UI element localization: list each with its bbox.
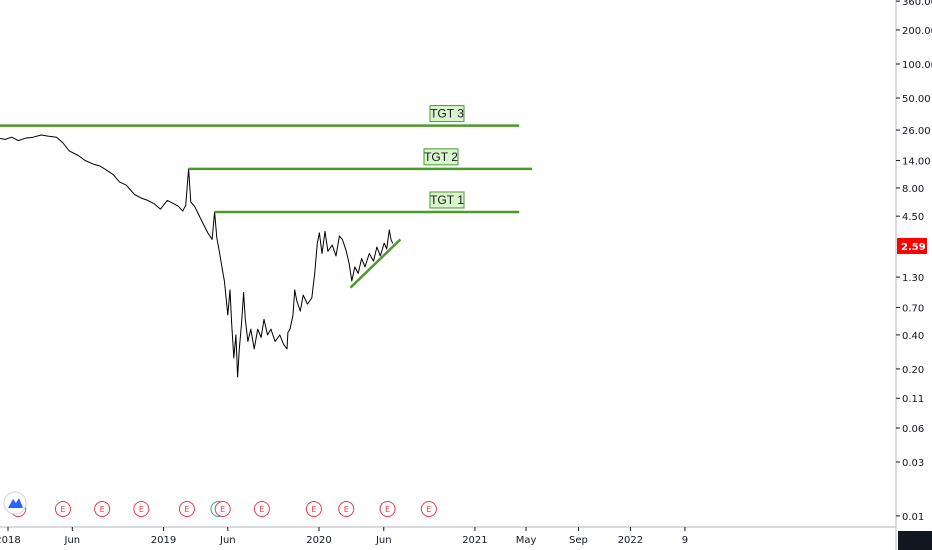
last-price-label: 2.59 xyxy=(901,242,926,253)
earnings-event-marker[interactable] xyxy=(133,501,150,517)
time-tick-label: Jun xyxy=(375,535,392,546)
plot-area xyxy=(0,134,402,378)
event-marker-label: E xyxy=(184,505,189,514)
event-markers: EEEEESEEEEEE xyxy=(10,501,437,517)
price-tick-label: 0.70 xyxy=(902,303,924,314)
time-tick-label: May xyxy=(516,535,537,546)
earnings-event-marker[interactable] xyxy=(420,501,437,517)
price-tick-label: 0.40 xyxy=(902,331,924,342)
crosshair-date-badge xyxy=(898,531,932,550)
support-trendline[interactable] xyxy=(349,238,402,289)
earnings-event-marker[interactable] xyxy=(253,501,270,517)
target-label: TGT 1 xyxy=(430,193,464,207)
event-marker-label: E xyxy=(311,505,316,514)
price-tick-label: 200.00 xyxy=(902,26,932,37)
event-marker-label: E xyxy=(220,505,225,514)
time-tick-label: 2020 xyxy=(306,535,331,546)
price-tick-label: 50.00 xyxy=(902,94,931,105)
time-tick-label: 2021 xyxy=(462,535,487,546)
price-tick-label: 26.00 xyxy=(902,126,931,137)
event-marker-label: E xyxy=(60,505,65,514)
price-tick-label: 0.03 xyxy=(902,458,924,469)
earnings-event-marker[interactable] xyxy=(338,501,355,517)
price-tick-label: 0.11 xyxy=(902,394,924,405)
event-marker-label: E xyxy=(344,505,349,514)
price-tick-label: 1.30 xyxy=(902,273,924,284)
target-label: TGT 2 xyxy=(424,150,458,164)
time-tick-label: Sep xyxy=(569,535,588,546)
earnings-event-marker[interactable] xyxy=(214,501,231,517)
price-tick-label: 100.00 xyxy=(902,60,932,71)
time-tick-label: Jun xyxy=(64,535,81,546)
last-price-badge xyxy=(897,237,927,254)
price-tick-label: 0.20 xyxy=(902,365,924,376)
price-tick-label: 0.06 xyxy=(902,424,924,435)
event-marker-label: E xyxy=(259,505,264,514)
target-label-box xyxy=(429,191,465,209)
target-lines: TGT 3 TGT 2 TGT 1 xyxy=(0,105,533,214)
event-marker-label: E xyxy=(139,505,144,514)
tradingview-logo[interactable] xyxy=(3,491,27,515)
price-tick-label: 4.50 xyxy=(902,212,924,223)
price-tick-label: 14.00 xyxy=(902,156,931,167)
time-tick-label: 2019 xyxy=(151,535,176,546)
time-tick-label: 2018 xyxy=(0,535,21,546)
price-tick-label: 8.00 xyxy=(902,184,924,195)
event-marker-label: E xyxy=(426,505,431,514)
earnings-event-marker[interactable] xyxy=(178,501,195,517)
earnings-event-marker[interactable] xyxy=(54,501,71,517)
logo-mountain-icon xyxy=(8,498,23,508)
target-label: TGT 3 xyxy=(430,107,464,121)
time-tick-label: 2022 xyxy=(618,535,643,546)
time-axis[interactable]: 2018 Jun 2019 Jun 2020 Jun 2021 May Sep 2022 9 xyxy=(0,526,932,550)
earnings-event-marker[interactable] xyxy=(305,501,322,517)
price-tick-label: 0.01 xyxy=(902,512,924,523)
time-tick-label: 9 xyxy=(682,535,688,546)
event-marker-label: E xyxy=(385,505,390,514)
earnings-event-marker[interactable] xyxy=(94,501,111,517)
price-tick-label: 360.00 xyxy=(902,0,932,8)
event-marker-label: E xyxy=(100,505,105,514)
target-label-box xyxy=(429,105,465,123)
price-series-line xyxy=(0,134,394,378)
earnings-event-marker[interactable] xyxy=(379,501,396,517)
price-axis[interactable]: 360.00 200.00 100.00 50.00 26.00 14.00 8.00 4.5… xyxy=(895,0,932,550)
time-tick-label: Jun xyxy=(219,535,236,546)
target-label-box xyxy=(423,148,459,166)
